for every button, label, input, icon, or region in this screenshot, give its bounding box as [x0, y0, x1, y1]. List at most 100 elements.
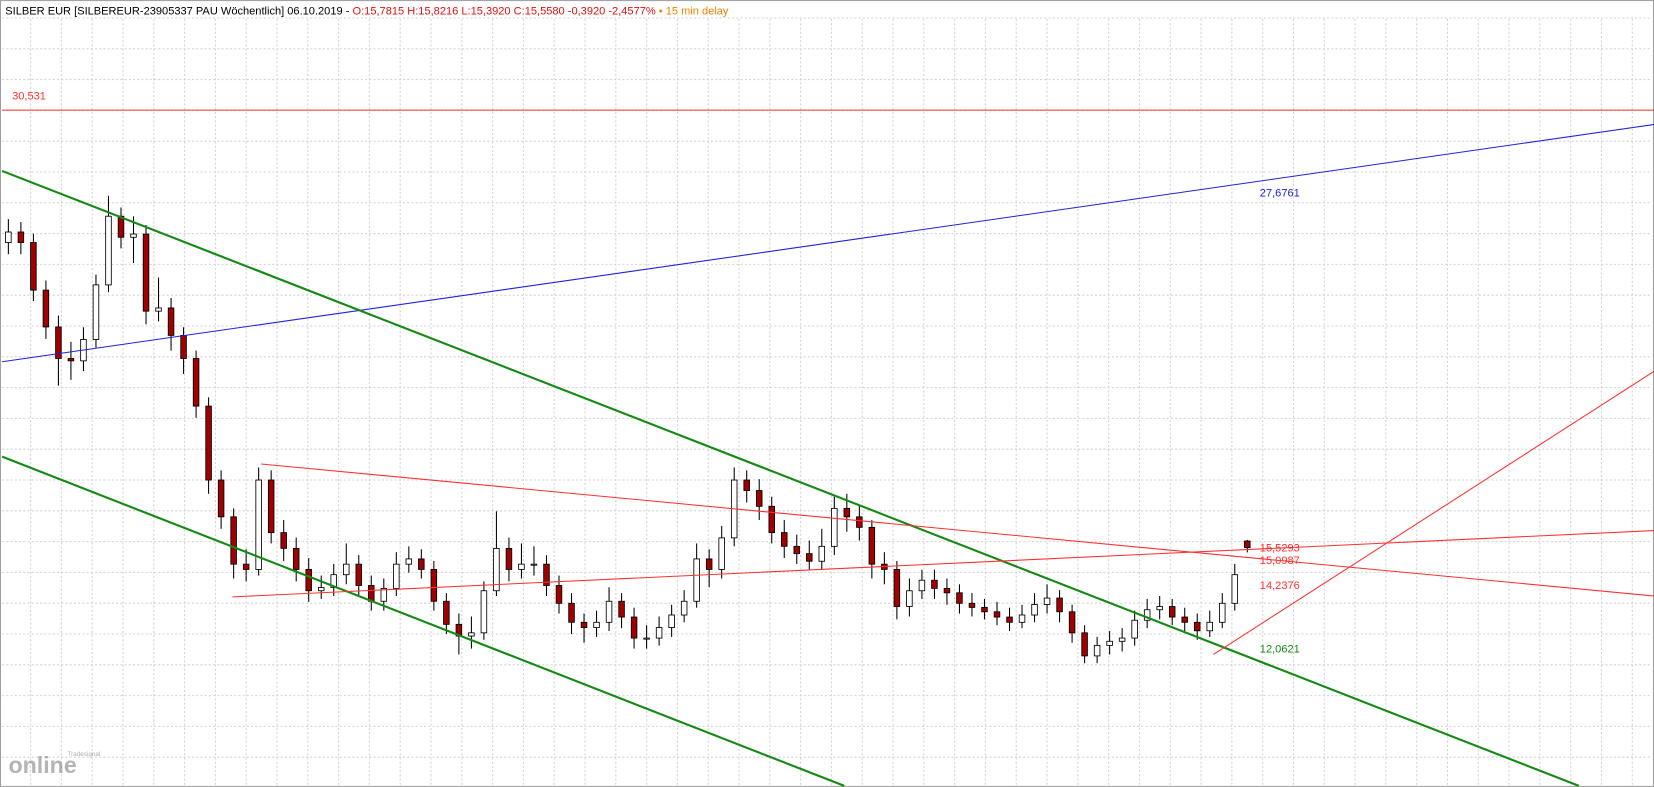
candle-body [1206, 621, 1213, 632]
candle-body [30, 242, 37, 291]
candle-body [643, 637, 650, 640]
candle-body [655, 627, 663, 639]
candle-body [705, 558, 713, 570]
candle-body [956, 592, 963, 604]
trendline-label: 15,5293 [1260, 542, 1300, 554]
logo-brand: Tradesignal [68, 751, 101, 758]
candle-body [480, 590, 488, 634]
candle-body [317, 587, 325, 592]
candle-body [5, 231, 12, 243]
candle-body [443, 600, 450, 625]
logo-product: online [8, 752, 76, 778]
candle-body [142, 233, 150, 312]
candle-body [430, 569, 438, 602]
candle-body [968, 602, 976, 608]
trendline [1213, 370, 1654, 655]
candle-body [1131, 619, 1138, 639]
candle-body [580, 621, 588, 628]
candle-body [405, 558, 413, 565]
candle-body [1018, 614, 1026, 623]
candle-body [205, 405, 212, 481]
candle-body [155, 307, 162, 312]
candle-body [105, 215, 112, 286]
candle-body [931, 579, 938, 589]
candle-body [680, 600, 688, 616]
candle-body [793, 545, 801, 555]
trendline [2, 123, 1654, 363]
candle-body [1081, 632, 1088, 657]
candle-body [17, 231, 25, 243]
candle-body [167, 307, 175, 336]
delay: • 15 min delay [659, 6, 729, 18]
candle-body [67, 358, 75, 362]
candle-body [255, 479, 262, 570]
candle-body [42, 289, 50, 328]
candle-body [906, 590, 913, 607]
trendline-label: 12,0621 [1260, 644, 1300, 656]
candle-body [393, 563, 400, 589]
candle-body [493, 547, 500, 592]
candle-body [230, 516, 237, 565]
candle-body [505, 547, 513, 570]
candle-body [743, 479, 750, 491]
trendline [1, 455, 845, 787]
instrument: SILBER EUR [SILBEREUR-23905337 PAU Wöche… [5, 6, 349, 18]
candle-body [568, 602, 575, 623]
candle-body [718, 537, 725, 570]
candle-body [781, 532, 788, 547]
candle-body [1006, 616, 1013, 623]
trendline-label: 30,531 [12, 90, 46, 102]
header-instrument: SILBER EUR [SILBEREUR-23905337 PAU Wöche… [5, 6, 729, 18]
candle-body [468, 632, 475, 637]
candle-body [806, 553, 813, 562]
candle-body [555, 585, 563, 604]
candle-body [192, 358, 200, 407]
candle-body [693, 558, 700, 602]
trendline-label: 15,0987 [1260, 555, 1300, 567]
candle-body [1143, 609, 1151, 621]
candle-body [418, 558, 425, 570]
candle-body [831, 507, 838, 547]
candle-body [530, 563, 538, 566]
trendline [232, 530, 1654, 598]
candle-body [618, 600, 625, 618]
candle-body [117, 215, 125, 238]
candle-body [1168, 606, 1176, 618]
candle-body [543, 563, 550, 586]
candle-body [292, 547, 300, 570]
candle-body [918, 579, 926, 592]
candle-body [217, 479, 225, 518]
candle-body [1244, 540, 1251, 548]
candle-body [380, 587, 388, 602]
candle-body [305, 569, 312, 592]
candle-body [1156, 606, 1163, 611]
quote: O:15,7815 H:15,8216 L:15,3920 C:15,5580 … [352, 6, 655, 18]
candle-body [267, 479, 275, 534]
candle-body [518, 563, 525, 570]
candle-body [605, 600, 613, 623]
candle-body [1118, 637, 1126, 642]
candle-body [368, 585, 375, 602]
candle-body [130, 233, 137, 238]
trendline-label: 27,6761 [1260, 187, 1300, 199]
candle-body [1219, 602, 1226, 623]
candle-body [242, 563, 250, 570]
candle-body [593, 621, 600, 628]
candle-body [993, 611, 1001, 618]
candle-body [943, 587, 951, 594]
candle-body [893, 569, 901, 607]
candle-body [1056, 597, 1063, 613]
candle-body [868, 526, 876, 565]
candle-body [768, 505, 775, 534]
candle-body [343, 563, 350, 576]
candle-body [1231, 574, 1239, 604]
candle-body [1031, 604, 1038, 616]
candle-body [355, 563, 363, 586]
trendline [1, 169, 1580, 787]
candle-body [180, 334, 187, 359]
candle-body [1093, 644, 1101, 657]
candle-body [668, 614, 675, 628]
candle-body [1068, 611, 1076, 634]
